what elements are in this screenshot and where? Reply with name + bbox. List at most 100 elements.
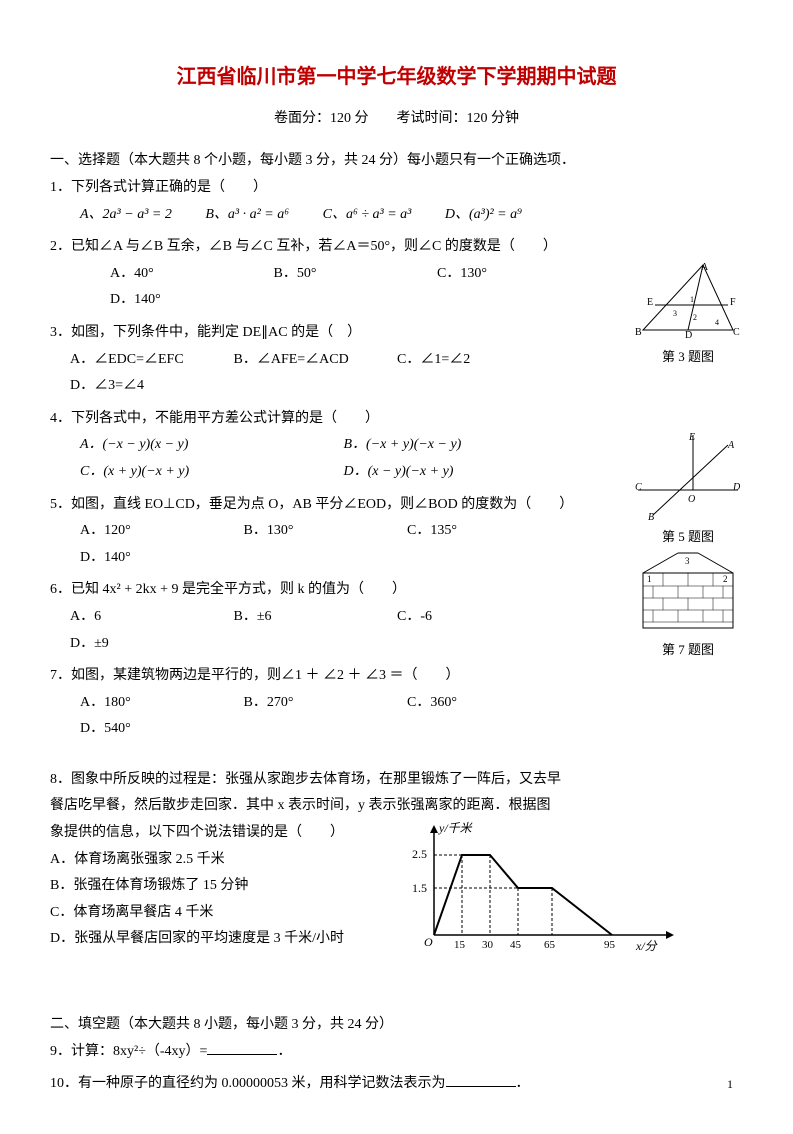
q7-stem: 7．如图，某建筑物两边是平行的，则∠1 ＋ ∠2 ＋ ∠3 ＝（ ） (50, 663, 610, 690)
q2-opt-c: C．130° (437, 261, 567, 288)
q9-stem: 9．计算：8xy²÷（-4xy）= (50, 1044, 207, 1059)
q8-ytick-2: 1.5 (412, 881, 427, 895)
q7-opt-b: B．270° (244, 690, 374, 717)
q4-opt-c: C．(x + y)(−x + y) (80, 459, 340, 486)
q8-opt-b: B．张强在体育场锻炼了 15 分钟 (50, 873, 390, 900)
q2-opt-a: A．40° (110, 261, 240, 288)
q3-figure: A B C E F D 1 3 2 4 第 3 题图 (633, 260, 743, 365)
q5-opt-a: A．120° (80, 518, 210, 545)
q1-opt-a: A、2a³ − a³ = 2 (80, 202, 172, 229)
q5-stem: 5．如图，直线 EO⊥CD，垂足为点 O，AB 平分∠EOD，则∠BOD 的度数… (50, 492, 610, 519)
q2-opt-d: D．140° (110, 287, 240, 314)
svg-text:1: 1 (690, 295, 694, 304)
svg-text:D: D (732, 482, 741, 493)
q6-opt-d: D．±9 (70, 631, 200, 658)
q5-figure: C D E O A B 第 5 题图 (633, 430, 743, 545)
q5-options: A．120° B．130° C．135° D．140° (80, 518, 610, 571)
svg-text:A: A (701, 262, 709, 273)
section-1-heading: 一、选择题（本大题共 8 个小题，每小题 3 分，共 24 分）每小题只有一个正… (50, 149, 743, 169)
q8-figure: y/千米 x/分 2.5 1.5 15 30 45 65 95 O (404, 820, 684, 971)
q6-opt-b: B．±6 (234, 604, 364, 631)
q4-stem: 4．下列各式中，不能用平方差公式计算的是（ ） (50, 406, 610, 433)
q3: 3．如图，下列条件中，能判定 DE∥AC 的是（ ） A．∠EDC=∠EFC B… (50, 320, 610, 400)
page-number: 1 (727, 1077, 733, 1092)
triangle-icon: A B C E F D 1 3 2 4 (633, 260, 743, 340)
page-subtitle: 卷面分：120 分 考试时间：120 分钟 (50, 107, 743, 127)
q8-xtick-4: 95 (604, 939, 616, 951)
q1-options: A、2a³ − a³ = 2 B、a³ · a² = a⁶ C、a⁶ ÷ a³ … (80, 202, 743, 229)
q5-opt-c: C．135° (407, 518, 537, 545)
q6-opt-c: C．-6 (397, 604, 527, 631)
q7-figure-label: 第 7 题图 (633, 639, 743, 658)
svg-text:3: 3 (685, 556, 690, 566)
q7-opt-a: A．180° (80, 690, 210, 717)
q4-opt-b: B．(−x + y)(−x − y) (344, 437, 462, 452)
svg-text:D: D (685, 330, 692, 340)
q8-xtick-2: 45 (510, 939, 522, 951)
q6: 6．已知 4x² + 2kx + 9 是完全平方式，则 k 的值为（ ） A．6… (50, 577, 610, 657)
q7-figure: 1 3 2 第 7 题图 (633, 548, 743, 658)
svg-text:1: 1 (647, 574, 652, 584)
q4-options: A．(−x − y)(x − y) B．(−x + y)(−x − y) C．(… (80, 432, 610, 485)
q7-options: A．180° B．270° C．360° D．540° (80, 690, 610, 743)
q3-opt-c: C．∠1=∠2 (397, 347, 527, 374)
svg-text:4: 4 (715, 318, 719, 327)
q3-opt-b: B．∠AFE=∠ACD (234, 347, 364, 374)
q1: 1．下列各式计算正确的是（ ） A、2a³ − a³ = 2 B、a³ · a²… (50, 175, 743, 228)
q8-xlabel: x/分 (635, 939, 658, 953)
q8-xtick-1: 30 (482, 939, 494, 951)
q6-stem: 6．已知 4x² + 2kx + 9 是完全平方式，则 k 的值为（ ） (50, 577, 610, 604)
q1-opt-c: C、a⁶ ÷ a³ = a³ (323, 202, 412, 229)
q2-opt-b: B．50° (274, 261, 404, 288)
q8-ylabel: y/千米 (438, 821, 474, 835)
q8-opt-c: C．体育场离早餐店 4 千米 (50, 900, 390, 927)
svg-text:E: E (647, 297, 653, 308)
svg-text:C: C (635, 482, 642, 493)
svg-text:O: O (424, 935, 433, 949)
q4: 4．下列各式中，不能用平方差公式计算的是（ ） A．(−x − y)(x − y… (50, 406, 610, 486)
q1-opt-d: D、(a³)² = a⁹ (445, 202, 522, 229)
q6-options: A．6 B．±6 C．-6 D．±9 (70, 604, 610, 657)
q5-opt-b: B．130° (244, 518, 374, 545)
q1-stem: 1．下列各式计算正确的是（ ） (50, 175, 743, 202)
q3-figure-label: 第 3 题图 (633, 346, 743, 365)
svg-text:E: E (688, 432, 695, 443)
svg-text:2: 2 (693, 313, 697, 322)
q8-opt-a: A．体育场离张强家 2.5 千米 (50, 847, 390, 874)
building-icon: 1 3 2 (633, 548, 743, 633)
q1-opt-b: B、a³ · a² = a⁶ (205, 202, 289, 229)
svg-text:A: A (727, 440, 735, 451)
section-2-heading: 二、填空题（本大题共 8 小题，每小题 3 分，共 24 分） (50, 1013, 743, 1033)
svg-text:2: 2 (723, 574, 728, 584)
svg-text:O: O (688, 494, 695, 505)
q10-tail: ． (516, 1076, 530, 1091)
chart-icon: y/千米 x/分 2.5 1.5 15 30 45 65 95 O (404, 820, 684, 960)
q7: 7．如图，某建筑物两边是平行的，则∠1 ＋ ∠2 ＋ ∠3 ＝（ ） A．180… (50, 663, 610, 743)
q5: 5．如图，直线 EO⊥CD，垂足为点 O，AB 平分∠EOD，则∠BOD 的度数… (50, 492, 610, 572)
q8-stem-1: 8．图象中所反映的过程是：张强从家跑步去体育场，在那里锻炼了一阵后，又去早 (50, 767, 610, 794)
svg-text:B: B (648, 512, 654, 520)
q8: 8．图象中所反映的过程是：张强从家跑步去体育场，在那里锻炼了一阵后，又去早 餐店… (50, 767, 743, 971)
q5-figure-label: 第 5 题图 (633, 526, 743, 545)
q3-opt-d: D．∠3=∠4 (70, 373, 200, 400)
q3-stem: 3．如图，下列条件中，能判定 DE∥AC 的是（ ） (50, 320, 610, 347)
q7-opt-c: C．360° (407, 690, 537, 717)
q8-opt-d: D．张强从早餐店回家的平均速度是 3 千米/小时 (50, 926, 390, 953)
q3-options: A．∠EDC=∠EFC B．∠AFE=∠ACD C．∠1=∠2 D．∠3=∠4 (70, 347, 610, 400)
q10-blank (446, 1072, 516, 1087)
q2-stem: 2．已知∠A 与∠B 互余，∠B 与∠C 互补，若∠A＝50°，则∠C 的度数是… (50, 234, 743, 261)
q4-opt-a: A．(−x − y)(x − y) (80, 432, 340, 459)
page-title: 江西省临川市第一中学七年级数学下学期期中试题 (50, 60, 743, 89)
svg-text:3: 3 (673, 309, 677, 318)
q5-opt-d: D．140° (80, 545, 210, 572)
q8-stem-2: 餐店吃早餐，然后散步走回家．其中 x 表示时间，y 表示张强离家的距离．根据图 (50, 793, 610, 820)
q3-opt-a: A．∠EDC=∠EFC (70, 347, 200, 374)
svg-text:F: F (730, 297, 736, 308)
q8-stem-3: 象提供的信息，以下四个说法错误的是（ ） (50, 820, 390, 847)
q10-stem: 10．有一种原子的直径约为 0.00000053 米，用科学记数法表示为 (50, 1076, 446, 1091)
q8-ytick-1: 2.5 (412, 847, 427, 861)
q6-opt-a: A．6 (70, 604, 200, 631)
q9-blank (207, 1040, 277, 1055)
q7-opt-d: D．540° (80, 716, 210, 743)
q9-tail: ． (277, 1044, 291, 1059)
